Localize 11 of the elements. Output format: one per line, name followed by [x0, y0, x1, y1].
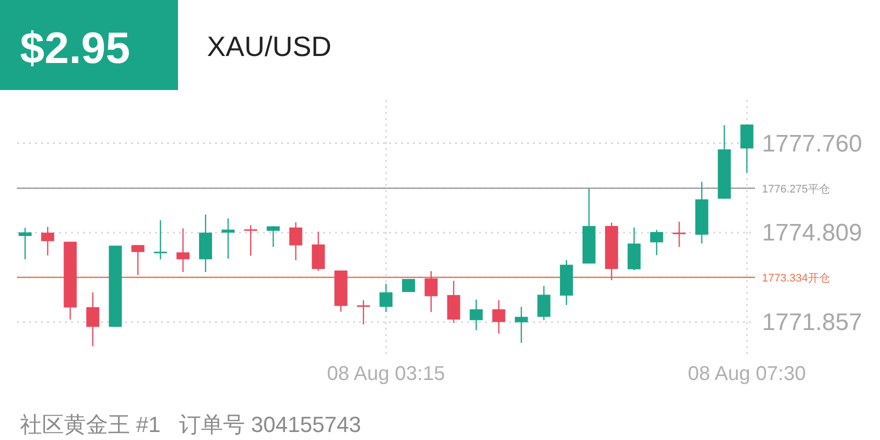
x-tick-label: 08 Aug 03:15 [327, 363, 445, 385]
chart-title: XAU/USD [207, 31, 332, 62]
subtitle-box: $2.95 [0, 0, 178, 90]
y-tick-label: 1771.857 [762, 309, 862, 336]
chart-subtitle: $2.95 [20, 24, 130, 73]
text: 社区黄金王 #1 订单号 304155743 [20, 412, 362, 437]
ref-line-label: 1776.275平仓 [762, 183, 830, 196]
y-tick-label: 1777.760 [762, 130, 862, 158]
x-tick-label: 08 Aug 07:30 [688, 363, 806, 385]
y-tick-label: 1774.809 [762, 220, 862, 247]
ref-line-label: 1773.334开仓 [762, 272, 830, 284]
